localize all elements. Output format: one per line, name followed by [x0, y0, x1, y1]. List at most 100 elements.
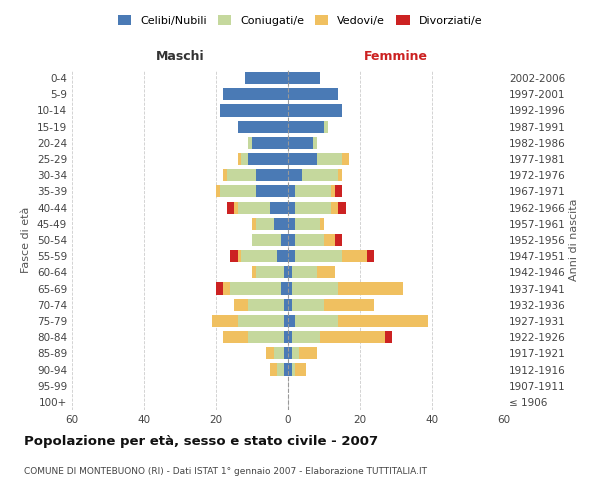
Bar [320, 218, 324, 230]
Bar [281, 234, 288, 246]
Bar [292, 348, 299, 360]
Bar [266, 348, 274, 360]
Bar [313, 137, 317, 149]
Bar [292, 331, 320, 343]
Bar [288, 234, 295, 246]
Bar [324, 120, 328, 132]
Bar [338, 169, 342, 181]
Bar [252, 234, 281, 246]
Bar [320, 331, 385, 343]
Bar [252, 218, 256, 230]
Bar [284, 364, 288, 376]
Bar [292, 282, 338, 294]
Bar [288, 104, 342, 117]
Bar [270, 202, 288, 213]
Bar [238, 120, 288, 132]
Bar [252, 137, 288, 149]
Bar [238, 315, 284, 327]
Bar [277, 364, 284, 376]
Bar [288, 169, 302, 181]
Text: Maschi: Maschi [155, 50, 205, 63]
Bar [241, 153, 248, 165]
Bar [274, 218, 288, 230]
Bar [338, 282, 403, 294]
Bar [288, 88, 338, 101]
Bar [342, 250, 367, 262]
Text: COMUNE DI MONTEBUONO (RI) - Dati ISTAT 1° gennaio 2007 - Elaborazione TUTTITALIA: COMUNE DI MONTEBUONO (RI) - Dati ISTAT 1… [24, 468, 427, 476]
Bar [292, 298, 324, 311]
Bar [288, 153, 317, 165]
Bar [288, 250, 295, 262]
Bar [288, 72, 320, 84]
Bar [248, 331, 284, 343]
Bar [212, 315, 238, 327]
Bar [288, 348, 292, 360]
Bar [331, 186, 335, 198]
Y-axis label: Fasce di età: Fasce di età [22, 207, 31, 273]
Bar [284, 298, 288, 311]
Bar [248, 298, 284, 311]
Bar [256, 266, 284, 278]
Bar [335, 186, 342, 198]
Bar [324, 234, 335, 246]
Bar [223, 88, 288, 101]
Bar [284, 348, 288, 360]
Bar [223, 169, 227, 181]
Bar [367, 250, 374, 262]
Bar [284, 315, 288, 327]
Bar [385, 331, 392, 343]
Bar [288, 202, 295, 213]
Bar [295, 186, 331, 198]
Bar [238, 250, 241, 262]
Bar [238, 202, 270, 213]
Bar [245, 72, 288, 84]
Bar [299, 348, 317, 360]
Bar [295, 364, 306, 376]
Bar [227, 202, 234, 213]
Bar [230, 250, 238, 262]
Bar [288, 266, 292, 278]
Bar [338, 202, 346, 213]
Bar [288, 364, 292, 376]
Bar [288, 298, 292, 311]
Bar [338, 315, 428, 327]
Bar [216, 282, 223, 294]
Bar [223, 282, 230, 294]
Bar [248, 153, 288, 165]
Bar [317, 153, 342, 165]
Bar [335, 234, 342, 246]
Bar [288, 120, 324, 132]
Bar [295, 202, 331, 213]
Bar [241, 250, 277, 262]
Bar [248, 137, 252, 149]
Bar [284, 331, 288, 343]
Bar [256, 186, 288, 198]
Legend: Celibi/Nubili, Coniugati/e, Vedovi/e, Divorziati/e: Celibi/Nubili, Coniugati/e, Vedovi/e, Di… [113, 10, 487, 30]
Bar [288, 137, 313, 149]
Bar [295, 315, 338, 327]
Bar [220, 186, 256, 198]
Bar [223, 331, 248, 343]
Bar [292, 364, 295, 376]
Bar [281, 282, 288, 294]
Bar [317, 266, 335, 278]
Bar [342, 153, 349, 165]
Bar [324, 298, 374, 311]
Bar [216, 186, 220, 198]
Bar [274, 348, 284, 360]
Bar [252, 266, 256, 278]
Bar [256, 169, 288, 181]
Y-axis label: Anni di nascita: Anni di nascita [569, 198, 579, 281]
Bar [302, 169, 338, 181]
Bar [234, 298, 248, 311]
Bar [288, 282, 292, 294]
Bar [288, 218, 295, 230]
Bar [238, 153, 241, 165]
Bar [234, 202, 238, 213]
Bar [256, 218, 274, 230]
Bar [277, 250, 288, 262]
Bar [295, 250, 342, 262]
Bar [292, 266, 317, 278]
Bar [220, 104, 288, 117]
Bar [288, 315, 295, 327]
